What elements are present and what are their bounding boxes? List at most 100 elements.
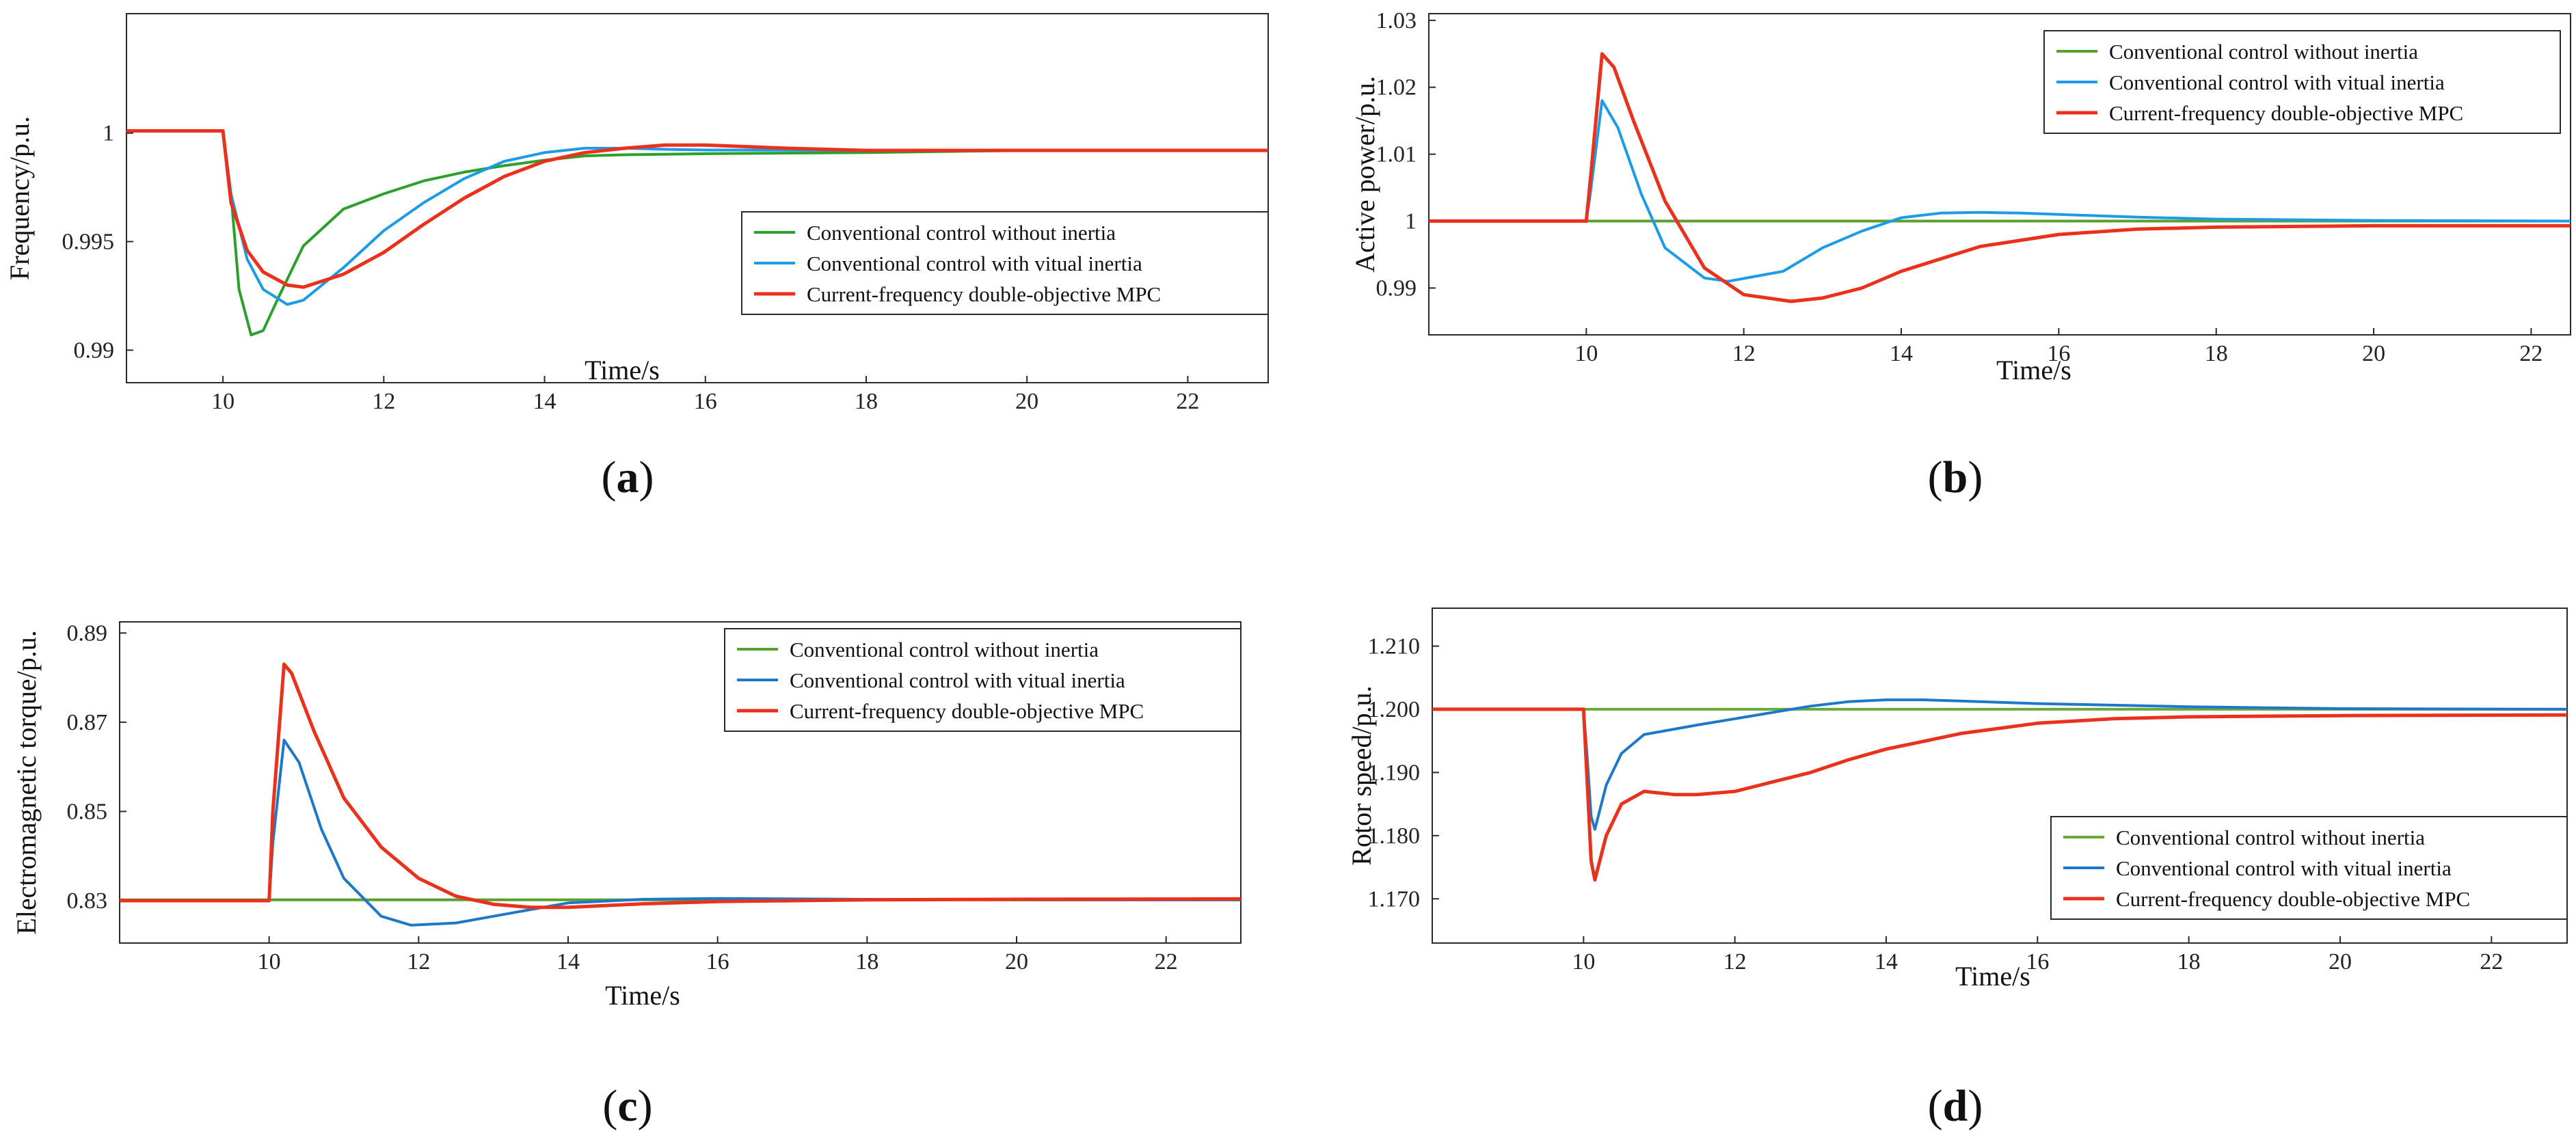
series-line-a-0 bbox=[126, 129, 1268, 337]
y-tick-label-b: 1.02 bbox=[1376, 75, 1417, 100]
x-tick-label-d: 16 bbox=[2026, 949, 2049, 974]
x-tick-label-c: 10 bbox=[258, 949, 281, 974]
series-group-b bbox=[1429, 52, 2571, 303]
x-tick-label-c: 20 bbox=[1005, 949, 1028, 974]
x-tick-label-a: 16 bbox=[694, 389, 717, 414]
x-tick-label-c: 22 bbox=[1155, 949, 1178, 974]
y-tick-label-d: 1.200 bbox=[1368, 697, 1421, 722]
chart-panel-a: 10 12 14 16 18 20 22 0.99 0.995 1 Conventional con… bbox=[4, 13, 1269, 502]
x-tick-label-a: 10 bbox=[211, 389, 234, 414]
panel-label-c: (c) bbox=[602, 1081, 652, 1131]
x-tick-label-b: 14 bbox=[1890, 341, 1913, 366]
legend-entry-d-0: Conventional control without inertia bbox=[2116, 826, 2425, 849]
panel-label-b: (b) bbox=[1928, 452, 1983, 502]
legend-entry-c-0: Conventional control without inertia bbox=[790, 638, 1099, 661]
y-tick-label-c: 0.85 bbox=[67, 799, 108, 824]
series-line-b-2 bbox=[1429, 52, 2571, 303]
legend-c: Conventional control without inertia Conv… bbox=[724, 628, 1242, 732]
y-tick-label-c: 0.87 bbox=[67, 710, 108, 735]
panel-label-open: ( bbox=[602, 452, 617, 502]
y-axis-label-d: Rotor speed/p.u. bbox=[1346, 685, 1377, 865]
x-axis-label-b: Time/s bbox=[1996, 355, 2071, 385]
legend-entry-a-1: Conventional control with vitual inertia bbox=[807, 251, 1142, 275]
y-tick-label-d: 1.210 bbox=[1368, 633, 1421, 659]
plot-frame-a bbox=[126, 13, 1269, 383]
y-tick-label-a: 1 bbox=[103, 121, 114, 146]
chart-panel-d: 10 12 14 16 18 20 22 1.170 1.180 1.190 1.200 1.210 C… bbox=[1346, 608, 2568, 1131]
series-group-d bbox=[1432, 698, 2567, 882]
y-axis-label-c: Electromagnetic torque/p.u. bbox=[11, 630, 42, 934]
x-tick-label-b: 10 bbox=[1574, 341, 1598, 366]
legend-b: Conventional control without inertia Conv… bbox=[2043, 30, 2561, 134]
x-tick-label-d: 10 bbox=[1572, 949, 1595, 974]
legend-entry-b-2: Current-frequency double-objective MPC bbox=[2109, 101, 2463, 125]
x-axis-label-c: Time/s bbox=[605, 980, 680, 1011]
x-tick-label-d: 18 bbox=[2177, 949, 2201, 974]
panel-label-open: ( bbox=[1928, 1081, 1943, 1131]
chart-panel-b: 10 12 14 16 18 20 22 0.99 1 1.01 1.02 1.03 Conventio… bbox=[1350, 8, 2571, 502]
y-tick-label-a: 0.99 bbox=[74, 338, 115, 363]
series-group-c bbox=[120, 662, 1241, 927]
x-tick-label-b: 20 bbox=[2362, 341, 2385, 366]
y-tick-label-d: 1.180 bbox=[1368, 823, 1421, 849]
x-axis-label-d: Time/s bbox=[1955, 961, 2030, 992]
panel-label-close: ) bbox=[1968, 1081, 1983, 1131]
panel-label-open: ( bbox=[1928, 452, 1943, 502]
series-line-d-1 bbox=[1432, 698, 2567, 831]
legend-entry-a-0: Conventional control without inertia bbox=[807, 221, 1116, 245]
panel-label-letter: d bbox=[1943, 1081, 1968, 1131]
y-tick-label-c: 0.83 bbox=[67, 888, 108, 914]
legend-entry-d-1: Conventional control with vitual inertia bbox=[2116, 856, 2452, 880]
x-tick-label-b: 22 bbox=[2519, 341, 2543, 366]
x-tick-label-c: 18 bbox=[855, 949, 878, 974]
series-line-c-1 bbox=[120, 739, 1241, 927]
x-tick-label-a: 14 bbox=[533, 389, 556, 414]
legend-box-c bbox=[724, 628, 1242, 732]
x-tick-label-a: 12 bbox=[372, 389, 395, 414]
legend-box-a bbox=[741, 211, 1269, 315]
legend-entry-a-2: Current-frequency double-objective MPC bbox=[807, 282, 1161, 306]
series-line-a-2 bbox=[126, 129, 1268, 289]
x-tick-label-d: 12 bbox=[1723, 949, 1747, 974]
panel-label-close: ) bbox=[639, 452, 654, 502]
panel-label-close: ) bbox=[638, 1081, 653, 1131]
x-tick-label-a: 20 bbox=[1015, 389, 1038, 414]
y-tick-label-b: 1.01 bbox=[1376, 142, 1417, 167]
x-tick-label-a: 22 bbox=[1176, 389, 1199, 414]
series-group-a bbox=[126, 129, 1268, 337]
x-tick-label-d: 14 bbox=[1875, 949, 1898, 974]
panel-label-a: (a) bbox=[602, 452, 654, 502]
legend-entry-b-1: Conventional control with vitual inertia bbox=[2109, 70, 2445, 94]
x-tick-label-b: 12 bbox=[1732, 341, 1756, 366]
y-tick-label-d: 1.170 bbox=[1368, 886, 1421, 912]
legend-entry-c-1: Conventional control with vitual inertia bbox=[790, 668, 1125, 692]
x-tick-label-d: 22 bbox=[2480, 949, 2503, 974]
y-axis-label-b: Active power/p.u. bbox=[1350, 76, 1380, 273]
y-tick-label-b: 1.03 bbox=[1376, 8, 1417, 33]
x-tick-label-c: 12 bbox=[407, 949, 430, 974]
legend-entry-c-2: Current-frequency double-objective MPC bbox=[790, 699, 1144, 723]
series-line-d-2 bbox=[1432, 707, 2567, 882]
y-tick-label-a: 0.995 bbox=[62, 230, 115, 255]
x-axis-label-a: Time/s bbox=[585, 355, 660, 385]
panel-label-d: (d) bbox=[1928, 1081, 1983, 1131]
panel-label-open: ( bbox=[602, 1081, 617, 1131]
panel-label-letter: a bbox=[617, 452, 639, 502]
y-tick-label-b: 0.99 bbox=[1376, 275, 1417, 301]
legend-entry-d-2: Current-frequency double-objective MPC bbox=[2116, 887, 2470, 911]
panel-label-letter: b bbox=[1943, 452, 1968, 502]
x-tick-label-a: 18 bbox=[855, 389, 878, 414]
legend-a: Conventional control without inertia Conv… bbox=[741, 211, 1269, 315]
x-tick-label-d: 20 bbox=[2329, 949, 2352, 974]
chart-panel-c: 10 12 14 16 18 20 22 0.83 0.85 0.87 0.89 Convention… bbox=[11, 620, 1242, 1131]
x-tick-label-b: 18 bbox=[2205, 341, 2228, 366]
y-tick-label-d: 1.190 bbox=[1368, 760, 1421, 785]
panel-label-close: ) bbox=[1968, 452, 1983, 502]
y-tick-label-c: 0.89 bbox=[67, 620, 108, 646]
y-axis-label-a: Frequency/p.u. bbox=[4, 116, 35, 280]
series-line-b-1 bbox=[1429, 99, 2571, 283]
series-line-c-2 bbox=[120, 662, 1241, 910]
x-tick-label-c: 16 bbox=[706, 949, 729, 974]
legend-box-d bbox=[2050, 816, 2568, 920]
